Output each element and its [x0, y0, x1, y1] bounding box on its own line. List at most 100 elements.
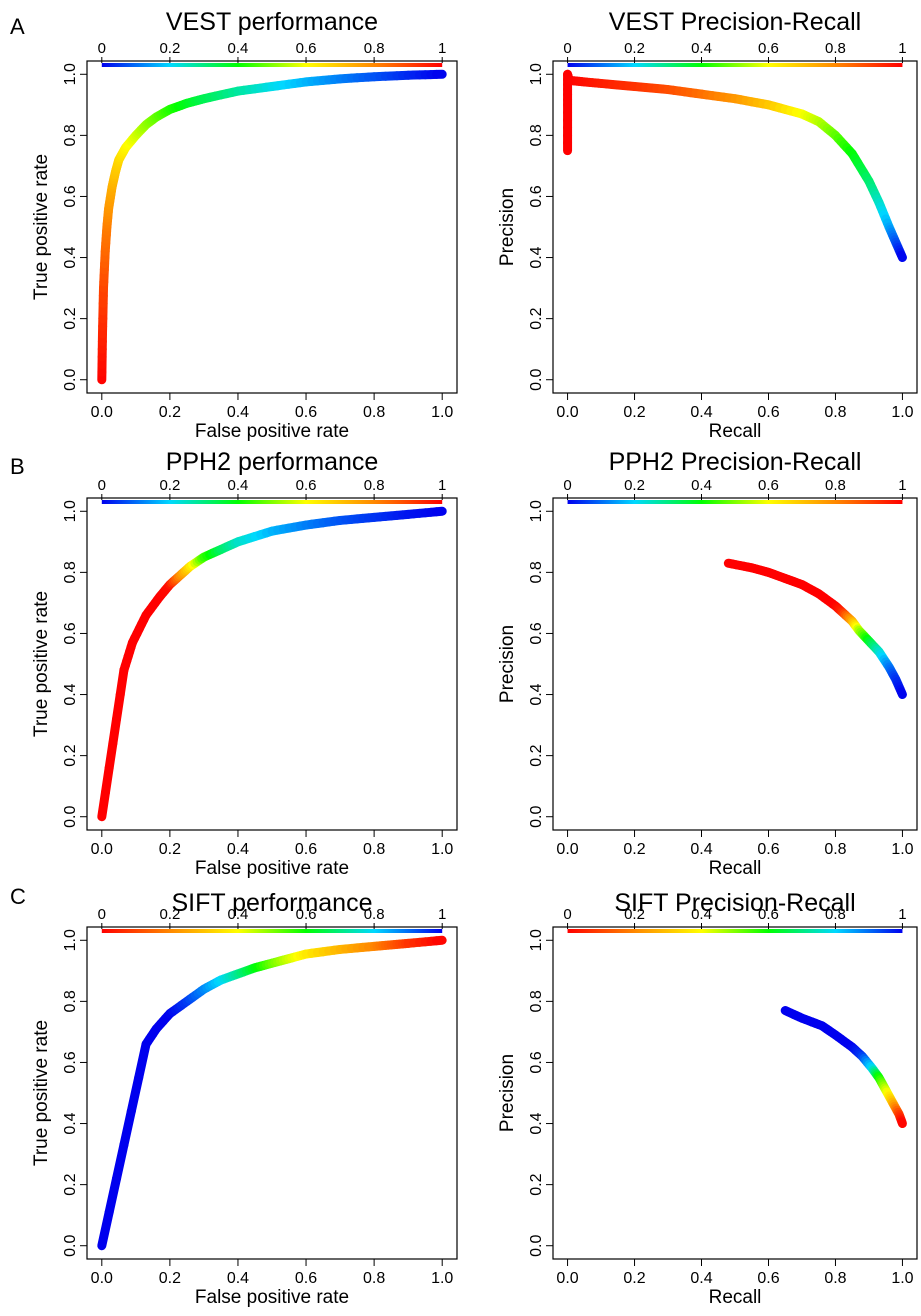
- y-tick-label: 0.6: [62, 622, 79, 644]
- colorbar-tick-label: 0.4: [691, 40, 712, 57]
- curve-segment: [432, 935, 447, 946]
- x-tick-label: 0.8: [824, 404, 846, 421]
- y-tick-label: 0.6: [528, 622, 545, 644]
- curve-segment: [126, 1073, 144, 1116]
- panel-letter-c: C: [10, 884, 26, 909]
- plot-frame: [552, 926, 918, 1260]
- x-tick-label: 0.6: [295, 841, 317, 858]
- y-tick-label: 0.6: [528, 185, 545, 207]
- x-tick-label: 0.2: [159, 1270, 181, 1287]
- x-tick-label: 0.0: [556, 841, 578, 858]
- y-tick-label: 0.2: [62, 1173, 79, 1195]
- colorbar-tick-label: 0.6: [296, 40, 317, 57]
- colorbar-tick-label: 1: [898, 906, 906, 923]
- chart-title: VEST Precision-Recall: [609, 8, 861, 36]
- y-tick-label: 0.8: [62, 990, 79, 1012]
- colorbar-tick-label: 0: [98, 477, 106, 494]
- curve-segment: [119, 1106, 136, 1150]
- colorbar: [567, 500, 903, 504]
- x-tick-label: 0.0: [91, 1270, 113, 1287]
- colorbar-tick-label: 0.6: [758, 40, 779, 57]
- y-tick-label: 0.2: [528, 744, 545, 766]
- y-axis-label: Precision: [497, 188, 518, 266]
- y-axis-label: Precision: [497, 1054, 518, 1132]
- y-tick-label: 0.8: [62, 124, 79, 146]
- y-tick-label: 0.0: [528, 369, 545, 391]
- y-tick-label: 0.0: [62, 369, 79, 391]
- colorbar-tick-label: 0.2: [624, 40, 645, 57]
- colorbar-tick-label: 0.6: [296, 906, 317, 923]
- x-tick-label: 0.0: [91, 404, 113, 421]
- curve-segment: [896, 250, 907, 263]
- chart-vest-roc: VEST performance 0 0.2 0.4 0.6 0.8 1 0.0 0.2 0.4 0…: [31, 8, 458, 442]
- colorbar: [101, 929, 443, 933]
- x-tick-label: 0.2: [623, 1270, 645, 1287]
- colorbar-tick-label: 0.4: [228, 40, 249, 57]
- y-tick-label: 0.0: [62, 1235, 79, 1257]
- x-tick-label: 0.8: [363, 404, 385, 421]
- curve-segment: [897, 1117, 907, 1129]
- plot-frame: [86, 60, 458, 394]
- x-tick-label: 0.4: [227, 404, 249, 421]
- x-tick-label: 1.0: [431, 1270, 453, 1287]
- x-tick-label: 0.8: [363, 1270, 385, 1287]
- y-tick-label: 0.0: [62, 806, 79, 828]
- y-tick-label: 0.4: [528, 246, 545, 268]
- curve-segment: [104, 1174, 122, 1217]
- x-axis-label: Recall: [709, 1287, 762, 1308]
- x-axis-label: Recall: [709, 421, 762, 442]
- curve-segment: [134, 1039, 151, 1083]
- charts: VEST performance 0 0.2 0.4 0.6 0.8 1 0.0 0.2 0.4 0…: [31, 8, 918, 1308]
- colorbar-tick-label: 0.8: [825, 906, 846, 923]
- chart-pph2-roc: PPH2 performance 0 0.2 0.4 0.6 0.8 1 0.0 0.2 0.4 0…: [31, 448, 458, 879]
- x-tick-label: 0.6: [757, 1270, 779, 1287]
- colorbar-tick-label: 1: [898, 40, 906, 57]
- curve-segment: [97, 1207, 114, 1251]
- chart-title: PPH2 performance: [166, 448, 379, 476]
- colorbar-tick-label: 0.2: [159, 906, 180, 923]
- x-axis-label: False positive rate: [195, 1287, 349, 1308]
- curve-segment: [432, 506, 447, 517]
- colorbar-tick-label: 0.8: [364, 906, 385, 923]
- colorbar-tick-label: 0.2: [624, 477, 645, 494]
- colorbar: [567, 63, 903, 67]
- plot-frame: [552, 60, 918, 394]
- x-tick-label: 0.0: [91, 841, 113, 858]
- plot-frame: [86, 926, 458, 1260]
- chart-title: SIFT Precision-Recall: [614, 889, 855, 917]
- x-tick-label: 0.2: [159, 841, 181, 858]
- y-tick-label: 0.2: [528, 1173, 545, 1195]
- plot-frame: [86, 497, 458, 831]
- colorbar-tick-label: 0.8: [825, 40, 846, 57]
- curve-segment: [896, 687, 907, 700]
- y-tick-label: 1.0: [62, 500, 79, 522]
- y-tick-label: 0.0: [528, 1235, 545, 1257]
- y-axis-label: True positive rate: [31, 591, 52, 737]
- y-tick-label: 0.4: [62, 683, 79, 705]
- y-tick-label: 0.8: [62, 561, 79, 583]
- y-tick-label: 0.6: [528, 1051, 545, 1073]
- x-tick-label: 0.4: [227, 1270, 249, 1287]
- colorbar-tick-label: 1: [438, 40, 446, 57]
- x-axis-label: False positive rate: [195, 858, 349, 879]
- colorbar-tick-label: 0.2: [159, 40, 180, 57]
- colorbar-tick-label: 0: [563, 906, 571, 923]
- x-tick-label: 0.8: [363, 841, 385, 858]
- x-tick-label: 0.2: [623, 404, 645, 421]
- y-tick-label: 0.4: [62, 1112, 79, 1134]
- x-tick-label: 0.8: [824, 841, 846, 858]
- colorbar-tick-label: 0: [98, 906, 106, 923]
- y-tick-label: 0.8: [528, 561, 545, 583]
- x-tick-label: 0.6: [757, 404, 779, 421]
- x-tick-label: 0.4: [690, 404, 712, 421]
- x-tick-label: 0.4: [227, 841, 249, 858]
- x-tick-label: 0.6: [757, 841, 779, 858]
- x-tick-label: 1.0: [431, 404, 453, 421]
- colorbar-tick-label: 0.8: [825, 477, 846, 494]
- colorbar-tick-label: 0.4: [228, 906, 249, 923]
- y-tick-label: 0.6: [62, 185, 79, 207]
- x-tick-label: 0.6: [295, 1270, 317, 1287]
- y-tick-label: 1.0: [528, 500, 545, 522]
- y-axis-label: True positive rate: [31, 154, 52, 300]
- chart-sift-pr: SIFT Precision-Recall 0 0.2 0.4 0.6 0.8 1 0.0 0.…: [497, 889, 918, 1308]
